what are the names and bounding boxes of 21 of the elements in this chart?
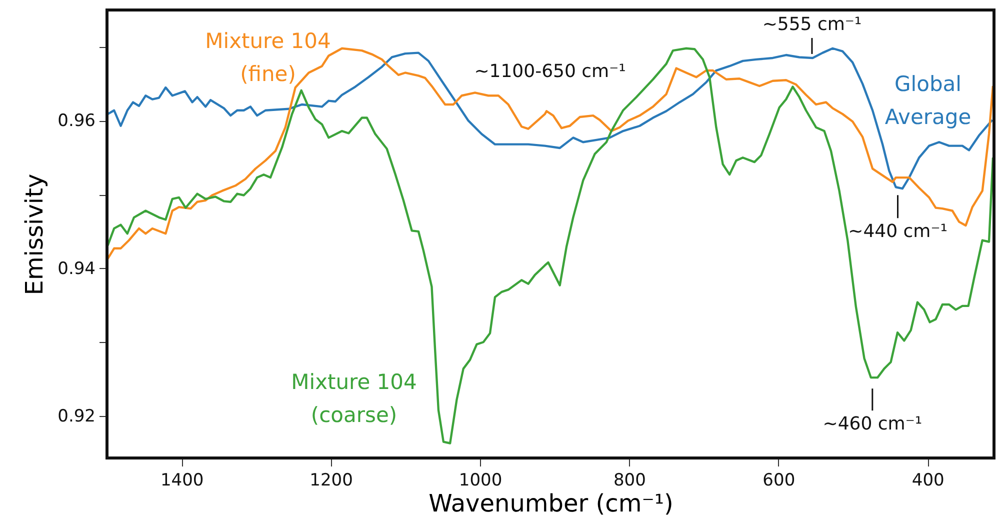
y-tick-label: 0.94: [58, 258, 96, 279]
series-label: Mixture 104 (coarse): [291, 370, 417, 427]
y-tick-label: 0.92: [58, 406, 96, 426]
x-tick-label: 1200: [310, 470, 353, 490]
annotation: ~1100-650 cm⁻¹: [474, 61, 626, 82]
x-tick-label: 400: [912, 470, 944, 490]
x-axis-title: Wavenumber (cm⁻¹): [428, 490, 674, 518]
y-tick-label: 0.96: [58, 111, 96, 132]
series-label: Global Average: [884, 72, 972, 129]
x-tick-label: 600: [762, 470, 796, 490]
y-axis-title: Emissivity: [20, 174, 49, 296]
line-series: [107, 47, 994, 190]
annotation: ~460 cm⁻¹: [822, 414, 922, 435]
annotation: ~555 cm⁻¹: [762, 14, 862, 35]
line-series: [107, 47, 994, 260]
x-tick-label: 800: [613, 470, 646, 490]
x-tick-label: 1400: [160, 470, 204, 490]
line-series: [107, 47, 994, 444]
series-label: Mixture 104 (fine): [205, 29, 331, 86]
annotation: ~440 cm⁻¹: [848, 221, 948, 242]
x-tick-label: 1000: [458, 470, 502, 490]
